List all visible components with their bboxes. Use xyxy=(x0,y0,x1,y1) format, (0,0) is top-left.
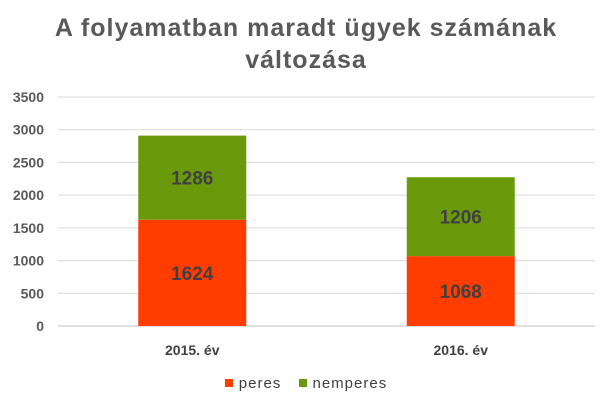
y-tick-label: 3000 xyxy=(13,122,44,138)
y-tick-label: 1500 xyxy=(13,220,44,236)
bar-peres xyxy=(138,219,247,326)
y-tick-label: 2000 xyxy=(13,187,44,203)
chart-title-line-1: A folyamatban maradt ügyek számának xyxy=(54,14,558,42)
x-tick-label: 2015. év xyxy=(165,342,220,358)
bar-nemperes xyxy=(138,135,247,220)
data-label: 1624 xyxy=(171,264,214,285)
legend: peres nemperes xyxy=(0,374,612,392)
legend-label-peres: peres xyxy=(238,374,282,392)
data-label: 1068 xyxy=(440,282,482,303)
y-tick-label: 3500 xyxy=(13,89,44,105)
bar-nemperes xyxy=(406,177,515,257)
chart-title-line-2: változása xyxy=(245,46,367,74)
legend-label-nemperes: nemperes xyxy=(312,374,388,392)
chart-title: A folyamatban maradt ügyek számának vált… xyxy=(0,12,612,76)
legend-swatch-peres xyxy=(224,379,233,387)
y-tick-label: 1000 xyxy=(13,253,44,269)
x-tick-label: 2016. év xyxy=(434,342,489,358)
data-label: 1206 xyxy=(440,208,482,229)
y-tick-label: 2500 xyxy=(13,154,44,170)
y-tick-label: 500 xyxy=(21,285,45,301)
legend-item-nemperes: nemperes xyxy=(298,374,388,392)
bar-peres xyxy=(406,256,515,326)
y-tick-label: 0 xyxy=(36,318,44,334)
legend-item-peres: peres xyxy=(224,374,282,392)
legend-swatch-nemperes xyxy=(298,379,307,387)
data-label: 1286 xyxy=(171,169,213,190)
